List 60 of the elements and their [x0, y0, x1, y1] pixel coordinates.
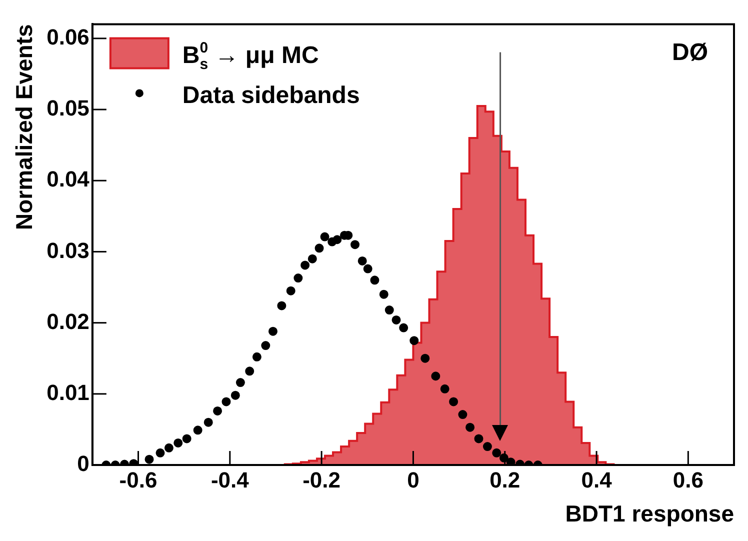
x-tick-label: -0.6: [119, 467, 158, 492]
x-tick-label: -0.2: [302, 467, 341, 492]
point: [410, 336, 419, 346]
point: [193, 426, 202, 435]
point: [286, 286, 296, 296]
point: [392, 315, 401, 324]
point: [379, 290, 388, 299]
point: [268, 326, 278, 336]
point: [350, 240, 360, 250]
point: [314, 244, 324, 253]
y-tick-label: 0.04: [46, 166, 90, 192]
point: [204, 418, 213, 427]
point: [245, 366, 254, 376]
point: [332, 235, 342, 244]
point: [182, 434, 192, 444]
point: [506, 458, 516, 465]
point: [236, 378, 245, 388]
y-tick-label: 0.06: [46, 24, 90, 50]
point: [458, 410, 468, 420]
point: [384, 306, 394, 315]
point: [144, 454, 154, 464]
point: [492, 448, 502, 458]
point: [261, 341, 270, 350]
point: [449, 397, 458, 406]
point: [213, 406, 222, 416]
y-tick-label: 0.05: [46, 96, 90, 121]
point: [164, 443, 174, 452]
point: [399, 323, 408, 332]
point: [431, 372, 440, 381]
point: [230, 390, 240, 400]
point: [482, 442, 492, 452]
point: [474, 434, 484, 444]
point: [370, 276, 380, 285]
y-tick-label: 0.03: [46, 238, 90, 263]
annotation: DØ: [672, 39, 708, 66]
point: [363, 264, 372, 274]
point: [308, 254, 317, 264]
x-tick-label: -0.4: [210, 467, 250, 492]
point: [320, 232, 330, 242]
point: [277, 301, 286, 310]
y-axis-title: Normalized Events: [11, 24, 38, 230]
legend-label: Data sidebands: [182, 82, 360, 110]
point: [294, 274, 303, 283]
x-tick-label: 0.4: [581, 467, 613, 492]
x-axis-title: BDT1 response: [565, 500, 734, 527]
x-tick-label: 0: [407, 467, 420, 492]
point: [222, 397, 231, 406]
point: [252, 352, 262, 362]
x-tick-label: 0.2: [490, 467, 520, 492]
y-tick-label: 0: [77, 451, 90, 476]
y-tick-label: 0.01: [46, 380, 90, 405]
point: [440, 384, 450, 394]
point: [466, 422, 475, 432]
y-tick-label: 0.02: [46, 308, 90, 334]
point: [358, 256, 367, 266]
point: [420, 354, 430, 363]
x-tick-label: 0.6: [672, 467, 704, 492]
point: [300, 260, 310, 270]
point: [156, 448, 165, 458]
point: [174, 438, 183, 448]
